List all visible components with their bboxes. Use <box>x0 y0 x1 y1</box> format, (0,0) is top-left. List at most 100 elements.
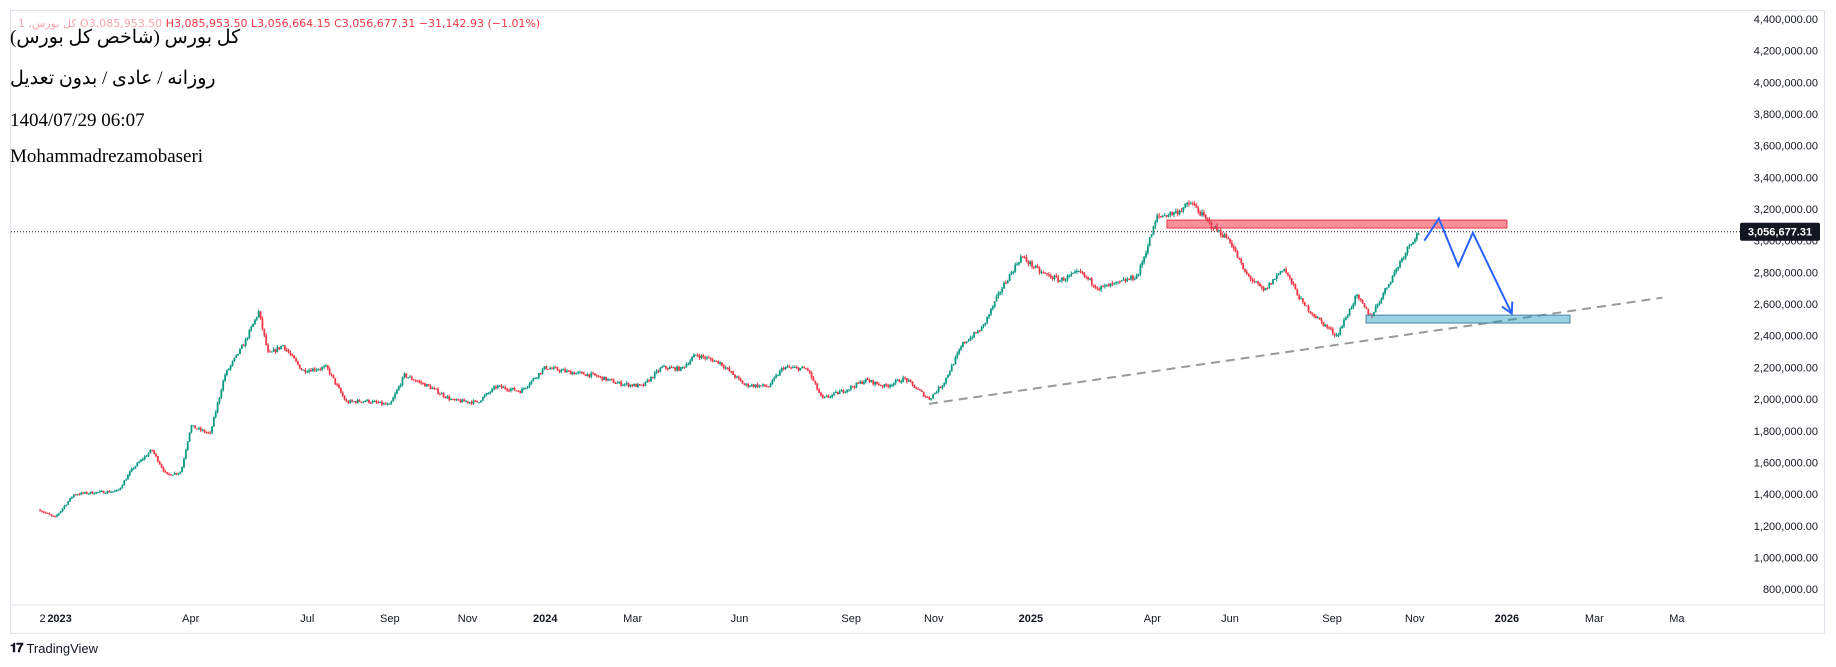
candle-body <box>384 403 387 405</box>
candle-body <box>1113 282 1116 284</box>
candle-body <box>467 401 469 403</box>
candle-body <box>1173 212 1175 215</box>
candle-body <box>1178 210 1181 215</box>
candle-body <box>1318 317 1321 320</box>
candle-body <box>521 388 523 393</box>
candle-body <box>1089 278 1091 280</box>
candle-body <box>354 401 357 403</box>
candle-body <box>943 382 946 386</box>
candle-body <box>689 360 692 364</box>
candle-body <box>280 346 283 349</box>
candle-body <box>1023 257 1026 259</box>
resistance-zone <box>1166 219 1508 229</box>
candle-body <box>1174 211 1177 213</box>
candle-body <box>293 355 296 359</box>
candle-body <box>1356 294 1358 297</box>
candle-body <box>106 490 109 494</box>
candle-body <box>132 468 135 470</box>
candle-body <box>978 330 981 332</box>
candle-body <box>924 396 927 398</box>
candle-body <box>864 378 867 382</box>
candle-body <box>102 490 105 494</box>
candle-body <box>1344 317 1347 320</box>
candle-body <box>1038 267 1041 273</box>
candle-body <box>196 428 198 430</box>
x-tick-label: Sep <box>1322 613 1342 625</box>
candle-body <box>519 391 522 393</box>
candle-body <box>1184 204 1187 208</box>
x-tick-label: Mar <box>1585 613 1604 625</box>
candle-body <box>452 399 454 401</box>
candle-body <box>431 388 434 390</box>
candle-body <box>184 450 187 459</box>
candle-body <box>1135 275 1138 279</box>
candle-body <box>1029 261 1032 265</box>
candle-body <box>227 368 230 371</box>
candle-body <box>472 400 475 404</box>
candle-body <box>1040 272 1043 274</box>
candle-body <box>414 380 417 382</box>
support-zone <box>1365 314 1571 324</box>
candle-body <box>179 472 182 474</box>
candle-body <box>1300 298 1302 300</box>
candle-body <box>947 374 949 378</box>
candle-body <box>920 390 923 392</box>
candle-body <box>409 376 411 378</box>
candle-body <box>194 425 197 429</box>
candle-body <box>506 388 509 391</box>
candle-body <box>39 509 42 512</box>
candle-body <box>199 427 202 431</box>
candle-body <box>425 384 428 387</box>
candle-body <box>502 386 505 388</box>
candle-body <box>554 367 557 369</box>
candle-body <box>143 456 146 460</box>
x-tick-label: Sep <box>841 613 861 625</box>
candle-body <box>816 383 819 390</box>
tradingview-brand[interactable]: 𝟏𝟕 TradingView <box>10 640 98 656</box>
candle-body <box>610 379 613 381</box>
candle-body <box>130 468 133 472</box>
candle-body <box>158 461 161 465</box>
candle-body <box>661 366 664 368</box>
y-tick-label: 2,000,000.00 <box>1754 394 1818 406</box>
candle-body <box>242 345 245 347</box>
candle-body <box>851 386 854 388</box>
candle-body <box>605 376 608 381</box>
candle-body <box>1372 312 1375 317</box>
candle-body <box>909 380 912 382</box>
candle-body <box>315 369 318 371</box>
y-tick-label: 1,600,000.00 <box>1754 457 1818 469</box>
candle-body <box>1313 314 1316 317</box>
candle-body <box>573 372 576 375</box>
candle-body <box>1053 275 1056 279</box>
candle-body <box>687 363 690 365</box>
candle-body <box>1130 275 1132 280</box>
x-tick-label: 2024 <box>533 613 558 625</box>
candle-body <box>956 353 959 358</box>
candle-body <box>1077 270 1080 272</box>
candle-body <box>177 473 180 475</box>
candle-body <box>1412 242 1415 245</box>
candle-body <box>642 384 645 386</box>
candle-body <box>1189 203 1192 205</box>
candle-body <box>341 392 344 397</box>
candle-body <box>1079 270 1082 273</box>
candle-body <box>590 373 593 377</box>
candle-body <box>825 395 828 397</box>
candle-body <box>192 425 195 427</box>
candle-body <box>631 384 634 387</box>
candle-body <box>412 379 415 381</box>
candle-body <box>534 378 537 380</box>
candle-body <box>655 370 658 373</box>
candle-body <box>1288 275 1291 279</box>
candle-body <box>780 368 783 371</box>
candle-body <box>1098 289 1101 291</box>
candle-body <box>1330 328 1332 330</box>
candle-body <box>1133 278 1136 280</box>
candle-body <box>1290 278 1293 284</box>
candle-body <box>941 385 944 388</box>
candle-body <box>1260 286 1263 288</box>
candle-body <box>1025 257 1028 262</box>
candle-body <box>709 358 712 360</box>
